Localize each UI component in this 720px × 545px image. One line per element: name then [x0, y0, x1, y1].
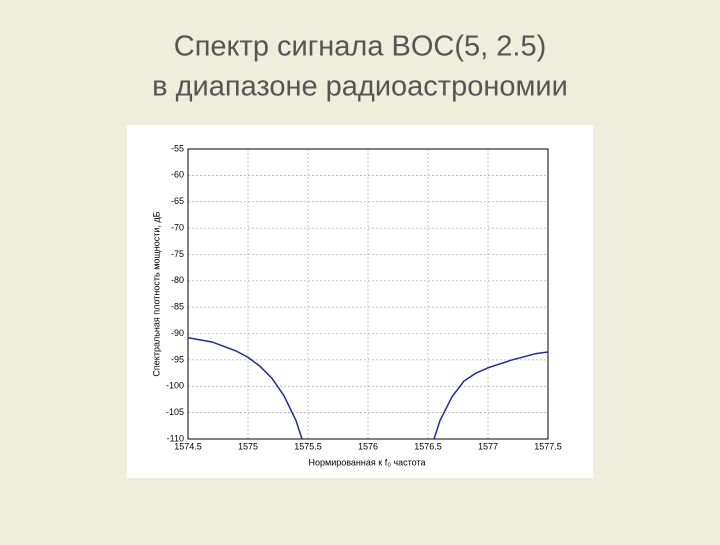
- y-tick-label: -55: [171, 143, 184, 153]
- y-tick-label: -95: [171, 354, 184, 364]
- y-tick-label: -65: [171, 196, 184, 206]
- y-tick-label: -105: [166, 407, 184, 417]
- x-tick-label: 1575.5: [294, 441, 322, 451]
- plot: [188, 337, 548, 439]
- labels: Нормированная к f₀ частота Спектральная …: [151, 143, 561, 467]
- x-tick-label: 1577.5: [534, 441, 562, 451]
- x-tick-label: 1577: [478, 441, 498, 451]
- slide-title: Спектр сигнала BOC(5, 2.5): [174, 31, 547, 63]
- x-tick-label: 1575: [238, 441, 258, 451]
- slide-title: в диапазоне радиоастрономии: [152, 71, 568, 103]
- y-tick-label: -100: [166, 381, 184, 391]
- y-tick-label: -90: [171, 328, 184, 338]
- y-tick-label: -70: [171, 222, 184, 232]
- chart-background: [127, 125, 593, 478]
- plot-frame: [187, 148, 549, 440]
- data-line: [188, 337, 548, 439]
- y-tick-label: -60: [171, 170, 184, 180]
- y-axis-label: Спектральная плотность мощности, дБ: [151, 211, 161, 376]
- x-tick-label: 1576.5: [414, 441, 442, 451]
- x-tick-label: 1576: [358, 441, 378, 451]
- y-tick-label: -80: [171, 275, 184, 285]
- y-tick-label: -85: [171, 302, 184, 312]
- y-tick-label: -75: [171, 249, 184, 259]
- x-axis-label: Нормированная к f₀ частота: [309, 457, 426, 467]
- y-tick-label: -110: [167, 433, 184, 443]
- x-tick-label: 1574.5: [174, 441, 202, 451]
